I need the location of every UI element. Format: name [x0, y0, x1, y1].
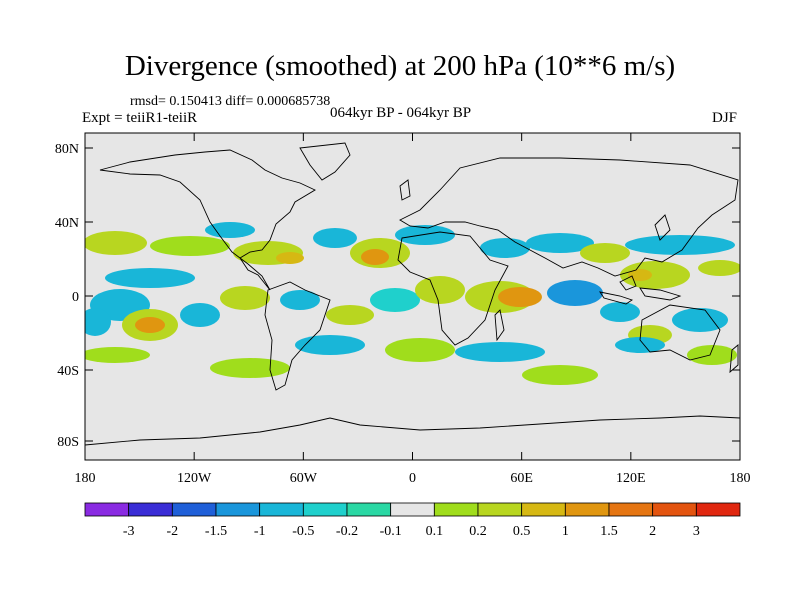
colorbar-box: [302, 502, 348, 517]
colorbar-boxes: [84, 502, 741, 517]
lon-label: 180: [75, 471, 96, 486]
colorbar-box: [84, 502, 130, 517]
colorbar-label: -1.5: [205, 524, 227, 539]
divergence-contours: [85, 222, 740, 385]
colorbar-label: -0.5: [292, 524, 314, 539]
lon-label: 60W: [290, 471, 318, 486]
colorbar-label: -0.2: [336, 524, 358, 539]
colorbar-label: -1: [254, 524, 266, 539]
chart-title: Divergence (smoothed) at 200 hPa (10**6 …: [124, 50, 676, 82]
colorbar-box: [695, 502, 741, 517]
lat-label: 80S: [57, 435, 79, 450]
colorbar-box: [346, 502, 392, 517]
season-label: DJF: [712, 110, 738, 126]
colorbar-label: 1: [562, 524, 569, 539]
lon-label: 60E: [510, 471, 533, 486]
colorbar-box: [215, 502, 261, 517]
map-axis-ticks: 80N 40N 0 40S 80S 180 120W 60W 0 60E 120E 180: [55, 133, 751, 486]
lon-label: 180: [730, 471, 751, 486]
colorbar-label: 0.5: [513, 524, 531, 539]
colorbar-box: [564, 502, 610, 517]
colorbar-label: -0.1: [380, 524, 402, 539]
colorbar-label: 1.5: [600, 524, 618, 539]
colorbar-box: [390, 502, 435, 517]
period-label: 064kyr BP - 064kyr BP: [330, 105, 472, 121]
colorbar-box: [171, 502, 217, 517]
lon-label: 120E: [616, 471, 646, 486]
colorbar-label: 2: [649, 524, 656, 539]
lat-label: 0: [72, 290, 79, 305]
colorbar-label: 0.2: [469, 524, 487, 539]
coastlines: [85, 142, 740, 446]
colorbar-box: [259, 502, 304, 517]
lat-label: 40N: [55, 216, 79, 231]
colorbar-box: [128, 502, 173, 517]
colorbar-box: [652, 502, 697, 517]
colorbar-box: [433, 502, 479, 517]
colorbar-label: 3: [693, 524, 700, 539]
colorbar-labels: -3 -2 -1.5 -1 -0.5 -0.2 -0.1 0.1 0.2 0.5 1 1.5 2 3: [123, 524, 700, 539]
colorbar-label: -2: [166, 524, 178, 539]
lon-label: 120W: [177, 471, 212, 486]
lat-label: 80N: [55, 142, 79, 157]
lon-label: 0: [409, 471, 416, 486]
colorbar-label: 0.1: [426, 524, 444, 539]
lat-label: 40S: [57, 364, 79, 379]
colorbar-label: -3: [123, 524, 135, 539]
stats-label: rmsd= 0.150413 diff= 0.000685738: [130, 94, 331, 109]
colorbar-box: [477, 502, 523, 517]
colorbar-box: [521, 502, 566, 517]
experiment-label: Expt = teiiR1-teiiR: [82, 110, 198, 126]
colorbar-box: [608, 502, 654, 517]
